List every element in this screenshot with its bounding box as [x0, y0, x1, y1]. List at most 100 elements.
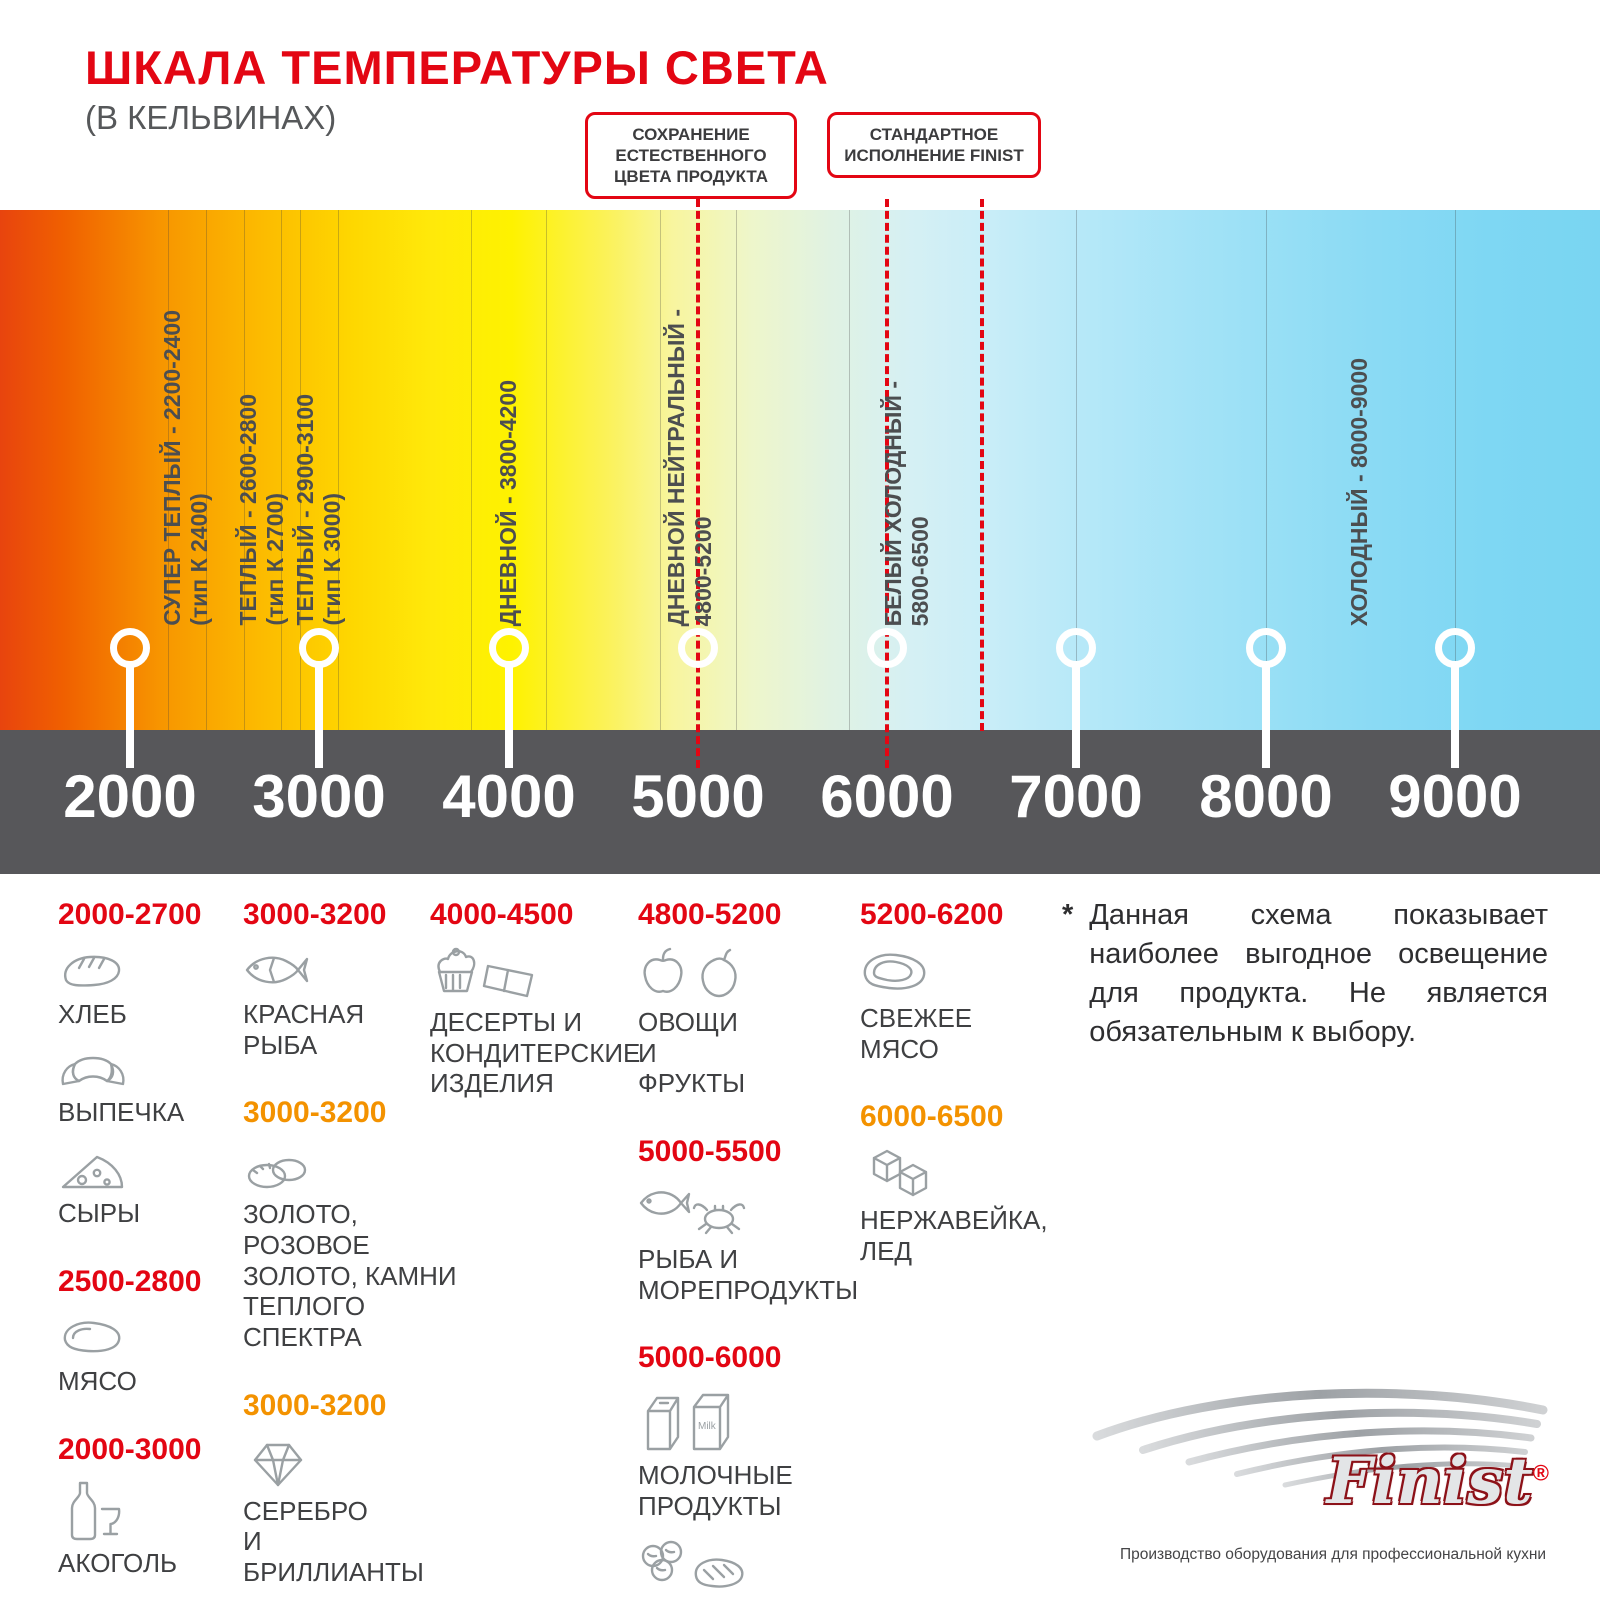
- callout-finist-standard: СТАНДАРТНОЕ ИСПОЛНЕНИЕ FINIST: [827, 112, 1041, 179]
- food-item: Milk МОЛОЧНЫЕ ПРОДУКТЫ: [638, 1387, 863, 1521]
- dashed-guide-6000: [885, 199, 889, 768]
- scale-divider: [736, 210, 737, 730]
- food-item-label: ДЕСЕРТЫ И КОНДИТЕРСКИЕ ИЗДЕЛИЯ: [430, 1007, 641, 1099]
- food-item-label: МЯСО: [58, 1366, 137, 1397]
- marker-ring: [1435, 628, 1475, 668]
- food-item-label: МОЛОЧНЫЕ ПРОДУКТЫ: [638, 1460, 793, 1522]
- food-item-label: АКОГОЛЬ: [58, 1547, 178, 1578]
- callout-natural-color: СОХРАНЕНИЕ ЕСТЕСТВЕННОГО ЦВЕТА ПРОДУКТА: [585, 112, 797, 200]
- food-group-2000-2700: 2000-2700 ХЛЕБ ВЫПЕЧКА: [58, 898, 238, 1229]
- food-item-label: ЗОЛОТО, РОЗОВОЕ ЗОЛОТО, КАМНИ ТЕПЛОГО СП…: [243, 1199, 457, 1353]
- food-column-3: 4000-4500 ДЕСЕРТЫ И КОНДИТЕРСКИЕ ИЗДЕЛИЯ: [430, 898, 641, 1135]
- footnote-asterisk: *: [1062, 899, 1074, 931]
- food-item: СВЕЖЕЕ МЯСО: [860, 944, 1055, 1064]
- food-column-1: 2000-2700 ХЛЕБ ВЫПЕЧКА: [58, 898, 238, 1600]
- temp-range-heading: 3000-3200: [243, 1388, 387, 1422]
- registered-mark: ®: [1532, 1460, 1549, 1486]
- meat-icon: [58, 1311, 238, 1361]
- food-item: ЗОЛОТО, РОЗОВОЕ ЗОЛОТО, КАМНИ ТЕПЛОГО СП…: [243, 1142, 473, 1352]
- food-item: СЕРЕБРО И БРИЛЛИАНТЫ: [243, 1435, 473, 1588]
- food-group-2000-3000: 2000-3000 АКОГОЛЬ: [58, 1433, 238, 1579]
- scale-divider: [300, 210, 301, 730]
- scale-divider: [206, 210, 207, 730]
- croissant-icon: [58, 1046, 238, 1092]
- axis-label-7000: 7000: [1009, 763, 1143, 830]
- axis-label-3000: 3000: [252, 763, 386, 830]
- range-label-daylight-neutral: ДНЕВНОЙ НЕЙТРАЛЬНЫЙ -4800-5200: [663, 308, 717, 627]
- food-column-5: 5200-6200 СВЕЖЕЕ МЯСО 6000-6500 НЕРЖ: [860, 898, 1055, 1303]
- scale-marker-2000: [110, 628, 150, 768]
- food-item-label: РЫБА И МОРЕПРОДУКТЫ: [638, 1244, 859, 1305]
- scale-divider: [1455, 210, 1456, 730]
- scale-divider: [849, 210, 850, 730]
- food-item-label: ХЛЕБ: [58, 999, 127, 1029]
- scale-divider: [1076, 210, 1077, 730]
- range-label-warm-3000: ТЕПЛЫЙ - 2900-3100 (тип К 3000): [292, 394, 346, 626]
- footnote-text: Данная схема показывает наиболее выгодно…: [1089, 899, 1548, 1048]
- marker-stem: [1262, 664, 1270, 768]
- marker-ring: [1246, 628, 1286, 668]
- temp-range-heading: 6000-6500: [860, 1100, 1004, 1134]
- scale-divider: [1266, 210, 1267, 730]
- food-item: АКОГОЛЬ: [58, 1479, 238, 1579]
- food-column-2: 3000-3200 КРАСНАЯ РЫБА 3000-3200 ЗОЛ: [243, 898, 473, 1600]
- marker-stem: [1072, 664, 1080, 768]
- scale-marker-7000: [1056, 628, 1096, 768]
- range-label-warm-2700: ТЕПЛЫЙ - 2600-2800 (тип К 2700): [235, 394, 289, 626]
- page-subtitle: (В КЕЛЬВИНАХ): [85, 99, 337, 136]
- scale-marker-4000: [489, 628, 529, 768]
- scale-divider: [546, 210, 547, 730]
- food-item-label: ВЫПЕЧКА: [58, 1096, 185, 1127]
- temp-range-heading: 2000-2700: [58, 898, 202, 931]
- food-item: ЗАМОРОЖЕННЫЕ ПОЛУФАБРИКАТЫ: [638, 1538, 863, 1600]
- food-item-label: СЫРЫ: [58, 1198, 141, 1229]
- brand-tagline: Производство оборудования для профессион…: [1119, 1546, 1547, 1563]
- temp-range-heading: 5000-5500: [638, 1135, 782, 1169]
- temp-range-heading: 5000-6000: [638, 1341, 782, 1375]
- range-label-super-warm: СУПЕР ТЕПЛЫЙ - 2200-2400 (тип К 2400): [159, 310, 213, 626]
- food-item: КРАСНАЯ РЫБА: [243, 944, 473, 1060]
- scale-marker-8000: [1246, 628, 1286, 768]
- temp-range-heading: 4000-4500: [430, 898, 574, 931]
- axis-label-8000: 8000: [1199, 763, 1333, 830]
- food-group-silver: 3000-3200 СЕРЕБРО И БРИЛЛИАНТЫ: [243, 1389, 473, 1588]
- marker-stem: [315, 664, 323, 768]
- food-item: МЯСО: [58, 1311, 238, 1397]
- alcohol-icon: [58, 1479, 238, 1543]
- axis-label-5000: 5000: [631, 763, 765, 830]
- food-group-fresh-meat: 5200-6200 СВЕЖЕЕ МЯСО: [860, 898, 1055, 1064]
- scale-marker-5000: [678, 628, 718, 668]
- food-item: ДЕСЕРТЫ И КОНДИТЕРСКИЕ ИЗДЕЛИЯ: [430, 944, 641, 1099]
- food-item: СЫРЫ: [58, 1143, 238, 1229]
- food-item: ОВОЩИ И ФРУКТЫ: [638, 944, 863, 1099]
- food-group-2500-2800: 2500-2800 МЯСО: [58, 1265, 238, 1397]
- temp-range-heading: 3000-3200: [243, 1096, 387, 1130]
- food-item: НЕРЖАВЕЙКА, ЛЕД: [860, 1146, 1055, 1266]
- marker-ring: [489, 628, 529, 668]
- marker-stem: [505, 664, 513, 768]
- temperature-gradient: СУПЕР ТЕПЛЫЙ - 2200-2400 (тип К 2400) ТЕП…: [0, 210, 1600, 730]
- scale-divider: [244, 210, 245, 730]
- marker-stem: [126, 664, 134, 768]
- scale-marker-6000: [867, 628, 907, 668]
- food-group-ice: 6000-6500 НЕРЖАВЕЙКА, ЛЕД: [860, 1100, 1055, 1266]
- scale-divider: [338, 210, 339, 730]
- temp-range-heading: 3000-3200: [243, 898, 387, 931]
- food-group-vegetables: 4800-5200 ОВОЩИ И ФРУКТЫ: [638, 898, 863, 1099]
- range-label-cold-white: БЕЛЫЙ ХОЛОДНЫЙ -5800-6500: [880, 380, 934, 626]
- marker-ring: [867, 628, 907, 668]
- page-title: ШКАЛА ТЕМПЕРАТУРЫ СВЕТА: [85, 41, 829, 94]
- dashed-guide-6500: [980, 199, 984, 731]
- temp-range-heading: 4800-5200: [638, 898, 782, 931]
- range-label-cold: ХОЛОДНЫЙ - 8000-9000: [1346, 357, 1372, 626]
- marker-ring: [299, 628, 339, 668]
- food-group-dairy: 5000-6000 Milk МОЛОЧНЫЕ ПРОДУКТЫ: [638, 1341, 863, 1600]
- cheese-icon: [58, 1143, 238, 1193]
- diamond-icon: [243, 1435, 473, 1491]
- fresh-meat-icon: [860, 944, 1055, 998]
- food-item-label: СЕРЕБРО И БРИЛЛИАНТЫ: [243, 1495, 424, 1588]
- food-item: РЫБА И МОРЕПРОДУКТЫ: [638, 1181, 863, 1305]
- axis-label-4000: 4000: [442, 763, 576, 830]
- food-item: ВЫПЕЧКА: [58, 1046, 238, 1128]
